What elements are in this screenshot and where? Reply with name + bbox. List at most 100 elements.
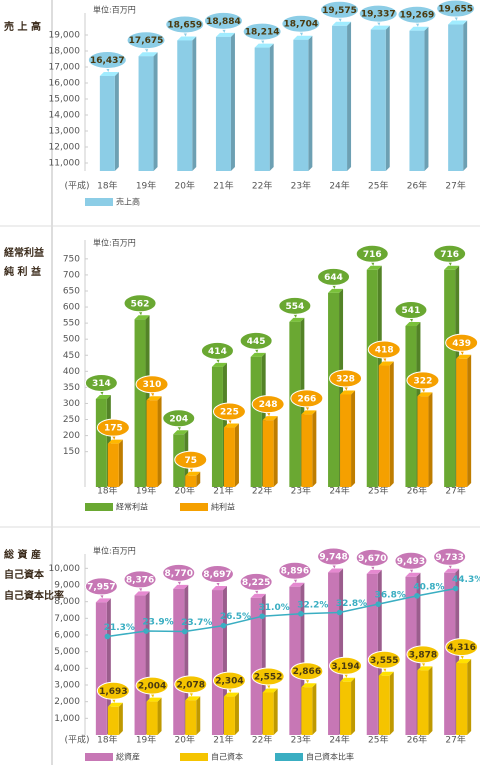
bubble [281, 14, 321, 33]
bar-side [385, 25, 390, 171]
value-label: 310 [143, 380, 162, 390]
x-tick-label: 19年 [136, 485, 156, 497]
bar-top [262, 416, 278, 421]
value-label: 175 [104, 424, 123, 434]
unit-label: 単位:百万円 [93, 238, 136, 248]
legend-label: 自己資本 [211, 752, 243, 762]
bar [456, 663, 468, 735]
value-label: 2,078 [177, 680, 205, 690]
bubble [239, 331, 273, 350]
line-point [104, 633, 111, 640]
bar-top [378, 671, 394, 676]
line-point [375, 601, 382, 607]
x-tick-label: 27年 [445, 180, 465, 192]
bubble [200, 565, 234, 584]
bar [185, 700, 197, 735]
bar-side [273, 416, 278, 487]
line-label: 32.2% [297, 600, 328, 610]
x-prefix: (平成) [64, 734, 89, 746]
bar-side [114, 72, 119, 171]
value-label: 3,194 [331, 662, 359, 672]
value-label: 19,655 [438, 5, 473, 15]
bar-side [351, 390, 356, 487]
side-label: 総 資 産 [4, 548, 41, 561]
bar [95, 602, 107, 735]
bar [262, 692, 274, 735]
bar [417, 396, 429, 487]
y-tick-label: 19,000 [49, 31, 81, 41]
bubble [367, 340, 401, 359]
bubble [126, 31, 166, 50]
bubble [436, 0, 476, 18]
legend-label: 売上高 [116, 197, 140, 207]
bar-side [145, 591, 150, 735]
bar-side [192, 36, 197, 172]
y-tick-label: 3,000 [54, 681, 80, 691]
x-tick-label: 24年 [329, 180, 349, 192]
line-label: 26.5% [220, 612, 251, 622]
bar-top [456, 659, 472, 664]
line-label: 21.3% [104, 623, 135, 633]
bar [332, 25, 348, 171]
y-tick-label: 11,000 [49, 159, 81, 169]
x-tick-label: 23年 [291, 734, 311, 746]
bubble [317, 267, 351, 286]
value-label: 716 [440, 250, 459, 260]
bubble [317, 547, 351, 566]
bubble [406, 645, 440, 664]
x-tick-label: 21年 [213, 180, 233, 192]
bubble [445, 638, 479, 657]
value-label: 418 [375, 346, 394, 356]
x-prefix: (平成) [64, 180, 89, 192]
x-tick-label: 22年 [252, 734, 272, 746]
legend-swatch [180, 503, 208, 511]
bubble [203, 11, 243, 30]
bubble [242, 22, 282, 41]
y-tick-label: 8,000 [54, 597, 80, 607]
bubble [162, 563, 196, 582]
bar [378, 675, 390, 735]
value-label: 8,770 [165, 569, 193, 579]
bubble [135, 676, 169, 695]
y-tick-label: 5,000 [54, 647, 80, 657]
line-label: 44.3% [452, 575, 480, 585]
bubble [174, 450, 208, 469]
x-tick-label: 18年 [97, 180, 117, 192]
value-label: 716 [363, 250, 382, 260]
bar [215, 36, 231, 171]
bubble [394, 551, 428, 570]
x-tick-label: 27年 [445, 485, 465, 497]
x-tick-label: 25年 [368, 485, 388, 497]
bar-side [157, 697, 162, 735]
legend-swatch [85, 503, 113, 511]
bar-side [351, 677, 356, 735]
bar-top [185, 696, 201, 701]
bar-top [289, 582, 305, 587]
bar [301, 687, 313, 735]
bar-top [250, 593, 266, 598]
x-tick-label: 22年 [252, 485, 272, 497]
bar [289, 586, 301, 735]
bar [107, 443, 119, 487]
bubble [84, 577, 118, 596]
bar-side [230, 32, 235, 171]
y-tick-label: 10,000 [49, 564, 81, 574]
bar [95, 398, 107, 487]
y-tick-label: 500 [63, 335, 80, 345]
bar [146, 400, 158, 487]
bar [211, 366, 223, 487]
value-label: 328 [336, 374, 355, 384]
bar-side [312, 410, 317, 487]
y-tick-label: 15,000 [49, 95, 81, 105]
bar [378, 365, 390, 487]
line-label: 36.8% [375, 591, 406, 601]
value-label: 4,316 [447, 643, 475, 653]
bar-side [273, 688, 278, 735]
bar-top [366, 265, 382, 270]
value-label: 9,748 [319, 553, 347, 563]
bar-top [223, 423, 239, 428]
y-tick-label: 750 [63, 254, 80, 264]
y-tick-label: 250 [63, 415, 80, 425]
bubble [123, 294, 157, 313]
